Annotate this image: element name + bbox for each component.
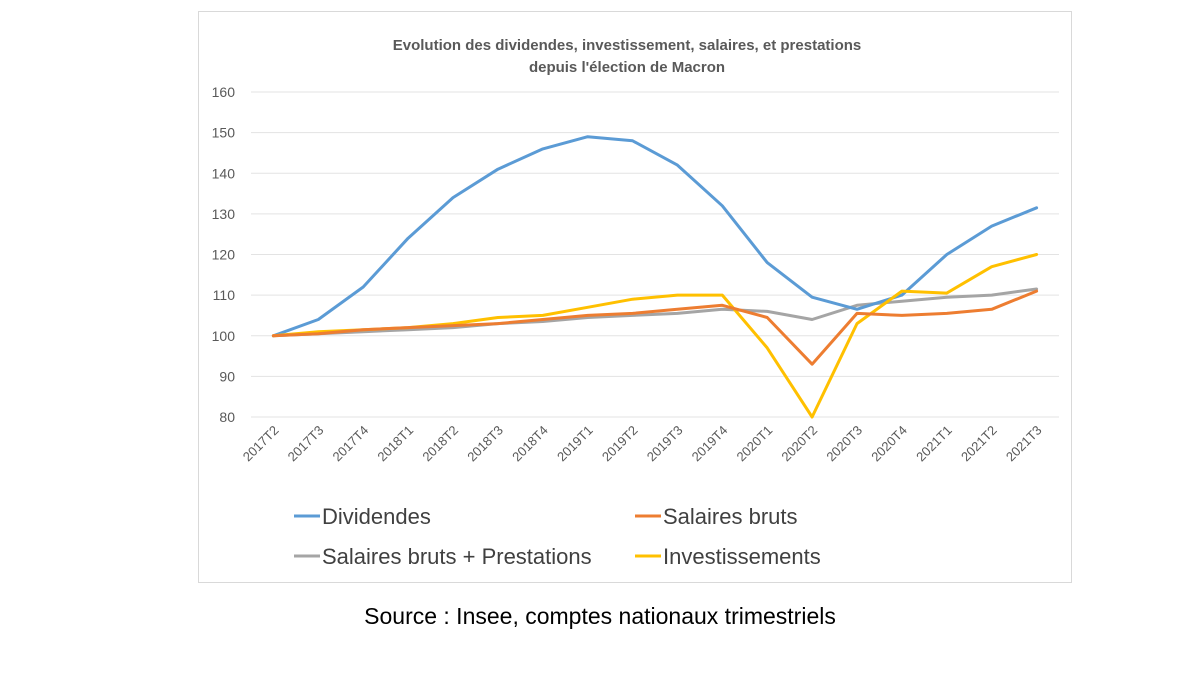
series-line-0 — [271, 135, 1039, 338]
y-tick-label: 100 — [212, 328, 236, 344]
legend-label: Investissements — [663, 544, 821, 569]
x-tick-label: 2019T1 — [554, 423, 596, 465]
x-tick-label: 2021T2 — [958, 423, 1000, 465]
y-tick-label: 90 — [219, 368, 235, 384]
y-tick-label: 160 — [212, 84, 236, 100]
legend-label: Dividendes — [322, 504, 431, 529]
x-tick-label: 2018T1 — [374, 423, 416, 465]
grid-lines — [251, 91, 1059, 418]
x-tick-label: 2019T3 — [644, 423, 686, 465]
x-tick-label: 2020T3 — [823, 423, 865, 465]
x-tick-label: 2018T2 — [419, 423, 461, 465]
series-line-1 — [271, 289, 1039, 366]
x-tick-label: 2020T4 — [868, 423, 910, 465]
x-tick-label: 2017T2 — [240, 423, 282, 465]
legend: Dividendes Salaires bruts Salaires bruts +… — [294, 504, 821, 569]
chart-frame: Evolution des dividendes, investissement… — [198, 11, 1072, 583]
y-tick-label: 130 — [212, 206, 236, 222]
x-tick-label: 2019T2 — [599, 423, 641, 465]
x-axis-ticks: 2017T2 2017T3 2017T4 2018T1 2018T2 2018T3 2018… — [240, 423, 1045, 465]
x-tick-label: 2020T1 — [734, 423, 776, 465]
y-tick-label: 110 — [213, 287, 236, 303]
x-tick-label: 2018T4 — [509, 423, 551, 465]
x-tick-label: 2017T4 — [330, 423, 372, 465]
legend-label: Salaires bruts + Prestations — [322, 544, 592, 569]
chart-title: Evolution des dividendes, investissement… — [393, 37, 862, 76]
x-tick-label: 2020T2 — [778, 423, 820, 465]
y-axis-ticks: 80 90 100 110 120 130 140 150 160 — [212, 84, 236, 425]
series-lines — [271, 135, 1039, 419]
series-line-2 — [271, 287, 1039, 338]
y-tick-label: 150 — [212, 125, 236, 141]
line-chart: Evolution des dividendes, investissement… — [212, 37, 1059, 569]
y-tick-label: 80 — [219, 409, 235, 425]
legend-label: Salaires bruts — [663, 504, 798, 529]
chart-title-line: Evolution des dividendes, investissement… — [393, 37, 862, 54]
source-note: Source : Insee, comptes nationaux trimes… — [364, 603, 836, 629]
y-tick-label: 120 — [212, 247, 236, 263]
chart-title-line: depuis l'élection de Macron — [529, 59, 725, 76]
x-tick-label: 2021T1 — [913, 423, 955, 465]
x-tick-label: 2018T3 — [464, 423, 506, 465]
x-tick-label: 2021T3 — [1003, 423, 1045, 465]
x-tick-label: 2019T4 — [689, 423, 731, 465]
y-tick-label: 140 — [212, 165, 236, 181]
x-tick-label: 2017T3 — [285, 423, 327, 465]
